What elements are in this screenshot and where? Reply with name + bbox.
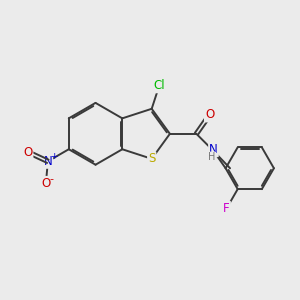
Text: S: S [148, 152, 155, 165]
Text: -: - [50, 174, 54, 184]
Text: F: F [223, 202, 230, 215]
Text: H: H [208, 152, 215, 162]
Text: O: O [41, 177, 50, 190]
Text: N: N [44, 155, 52, 168]
Text: N: N [209, 143, 218, 156]
Text: O: O [205, 109, 214, 122]
Text: +: + [50, 152, 58, 160]
Text: Cl: Cl [153, 79, 165, 92]
Text: O: O [23, 146, 32, 158]
